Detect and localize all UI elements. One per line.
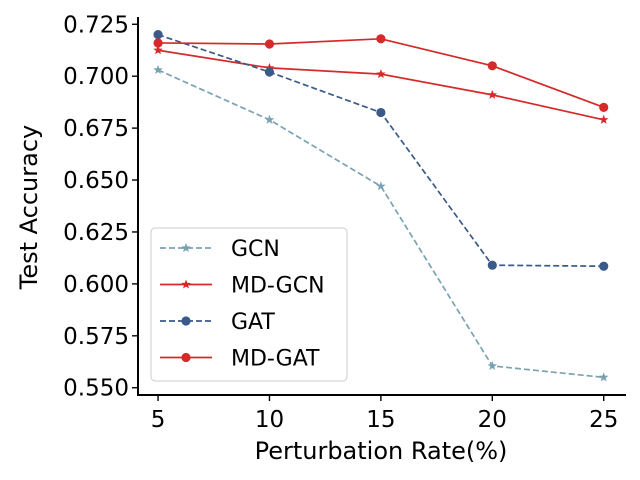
legend: GCN MD-GCN GAT MD-GAT xyxy=(150,227,348,382)
legend-item-gat: GAT xyxy=(160,310,275,335)
data-point-md-gat-25 xyxy=(599,102,609,112)
data-point-gat-15 xyxy=(376,107,386,118)
ticks: 5 10 15 20 25 0.550 0.575 0.600 0.625 0.650 0.675 0… xyxy=(63,12,618,433)
x-axis-label: Perturbation Rate(%) xyxy=(255,437,508,465)
data-point-md-gat-5 xyxy=(153,38,163,48)
y-axis-label: Test Accuracy xyxy=(15,125,43,290)
series-gcn xyxy=(153,64,609,382)
y-tick-label-5: 0.675 xyxy=(63,116,129,142)
legend-swatch-marker xyxy=(181,316,191,326)
y-tick-label-7: 0.725 xyxy=(63,12,129,38)
legend-item-md-gat: MD-GAT xyxy=(160,347,320,372)
series-md-gat xyxy=(153,34,609,112)
x-tick-label-20: 20 xyxy=(478,407,507,433)
series-line-gcn xyxy=(157,69,604,379)
legend-swatch-marker xyxy=(181,279,191,289)
data-point-md-gat-15 xyxy=(376,34,386,44)
legend-item-md-gcn: MD-GCN xyxy=(160,274,325,299)
data-point-md-gcn-15 xyxy=(376,69,386,79)
data-point-gat-5 xyxy=(153,30,163,40)
series-md-gcn xyxy=(153,45,609,124)
y-tick-label-4: 0.650 xyxy=(63,168,129,194)
data-point-md-gcn-10 xyxy=(264,62,275,72)
x-tick-label-5: 5 xyxy=(151,407,166,433)
legend-swatch-marker xyxy=(181,243,191,253)
data-point-gcn-5 xyxy=(153,64,163,75)
series-layer xyxy=(153,30,609,382)
y-tick-label-3: 0.625 xyxy=(63,220,129,246)
x-tick-label-25: 25 xyxy=(589,407,618,433)
data-point-gcn-15 xyxy=(376,181,386,191)
data-point-md-gcn-20 xyxy=(487,89,498,99)
data-point-md-gcn-5 xyxy=(153,45,163,55)
series-gat xyxy=(153,30,609,271)
data-point-gcn-20 xyxy=(487,360,498,370)
legend-label: GCN xyxy=(231,237,280,262)
legend-label: GAT xyxy=(231,310,275,335)
legend-item-gcn: GCN xyxy=(160,237,280,262)
y-tick-label-0: 0.550 xyxy=(63,376,129,402)
x-tick-label-15: 15 xyxy=(366,407,395,433)
y-tick-label-1: 0.575 xyxy=(63,324,129,350)
data-point-md-gat-10 xyxy=(264,39,275,49)
y-tick-label-6: 0.700 xyxy=(63,64,129,90)
legend-label: MD-GCN xyxy=(231,274,325,299)
legend-swatch-marker xyxy=(181,352,191,363)
x-tick-label-10: 10 xyxy=(255,407,284,433)
data-point-md-gcn-25 xyxy=(598,114,609,124)
data-point-gat-10 xyxy=(264,67,275,77)
data-point-gcn-25 xyxy=(598,372,609,382)
data-point-md-gat-20 xyxy=(487,61,497,71)
data-point-gat-25 xyxy=(599,261,609,271)
data-point-gat-20 xyxy=(487,260,497,270)
y-tick-label-2: 0.600 xyxy=(63,272,129,298)
legend-box xyxy=(150,227,348,382)
data-point-gcn-10 xyxy=(264,114,275,124)
legend-label: MD-GAT xyxy=(231,347,320,372)
